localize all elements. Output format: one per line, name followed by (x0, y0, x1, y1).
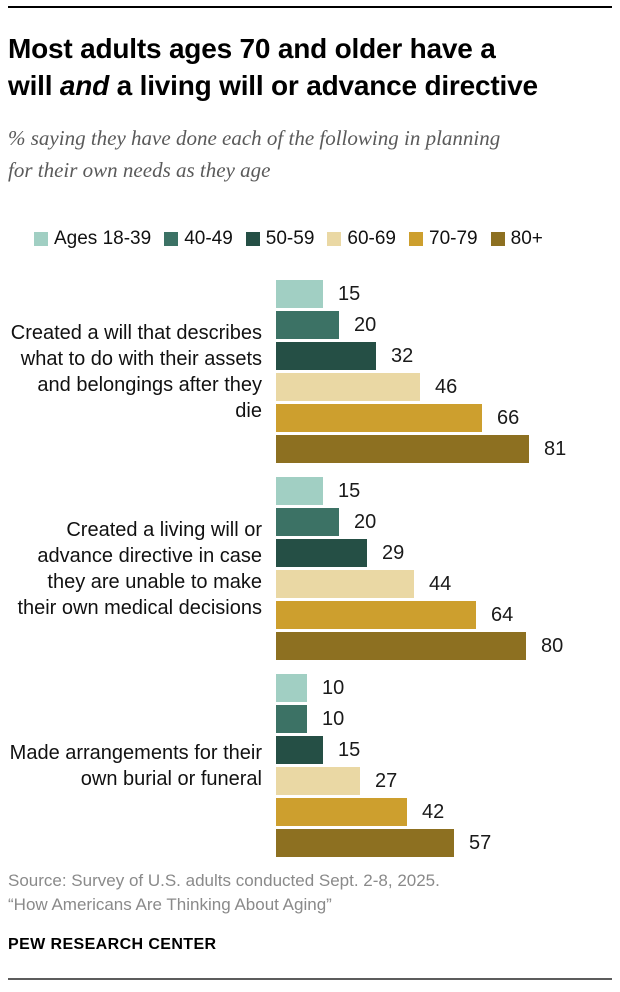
legend-label: 70-79 (429, 228, 478, 249)
bar (276, 736, 323, 764)
bar (276, 570, 414, 598)
legend-item: Ages 18-39 (34, 228, 151, 250)
bar (276, 435, 529, 463)
legend-label: 80+ (510, 228, 543, 249)
legend-label: Ages 18-39 (54, 228, 152, 249)
title-line2-italic: and (59, 70, 110, 101)
bar (276, 373, 420, 401)
bar-value-label: 10 (322, 707, 345, 730)
bar-value-label: 29 (382, 541, 405, 564)
source-line2: “How Americans Are Thinking About Aging” (8, 895, 332, 914)
bar-stack: 15 20 29 44 64 80 (276, 477, 612, 660)
chart: Created a will that describes what to do… (8, 280, 612, 857)
chart-subtitle: % saying they have done each of the foll… (8, 126, 501, 182)
bar-row: 15 (276, 280, 612, 308)
bar (276, 601, 476, 629)
bar-value-label: 15 (338, 282, 361, 305)
bar (276, 508, 339, 536)
legend-item: 60-69 (327, 228, 396, 250)
bar (276, 342, 376, 370)
legend-swatch-icon (490, 232, 505, 246)
bar-row: 46 (276, 373, 612, 401)
bar (276, 539, 367, 567)
legend-swatch-icon (327, 232, 342, 246)
legend-label: 50-59 (265, 228, 315, 249)
footer: Source: Survey of U.S. adults conducted … (8, 869, 612, 954)
legend-label: 60-69 (347, 228, 397, 249)
bar-group: Created a will that describes what to do… (8, 280, 612, 463)
legend-swatch-icon (409, 232, 424, 246)
bar-value-label: 64 (491, 603, 514, 626)
bar (276, 829, 454, 857)
bar-value-label: 46 (435, 375, 458, 398)
legend: Ages 18-39 40-49 50-59 60-69 70-79 80+ (34, 228, 612, 250)
legend-label: 40-49 (184, 228, 233, 249)
bar-value-label: 81 (544, 437, 567, 460)
title-line2-post: a living will or advance directive (109, 70, 538, 101)
bar (276, 477, 323, 505)
bar (276, 674, 307, 702)
legend-item: 70-79 (409, 228, 478, 250)
bar-group: Created a living will or advance directi… (8, 477, 612, 660)
bar-row: 32 (276, 342, 612, 370)
bar-stack: 10 10 15 27 42 57 (276, 674, 612, 857)
bar-value-label: 20 (354, 510, 377, 533)
bar-row: 81 (276, 435, 612, 463)
bar-row: 15 (276, 477, 612, 505)
bar-value-label: 15 (338, 479, 361, 502)
bar-value-label: 15 (338, 738, 361, 761)
bar-value-label: 66 (497, 406, 520, 429)
bar (276, 280, 323, 308)
bar-value-label: 20 (354, 313, 377, 336)
bar-value-label: 32 (391, 344, 414, 367)
bar-row: 10 (276, 674, 612, 702)
source-line1: Source: Survey of U.S. adults conducted … (8, 871, 440, 890)
bar-row: 15 (276, 736, 612, 764)
bar-row: 57 (276, 829, 612, 857)
legend-item: 40-49 (164, 228, 233, 250)
legend-item: 80+ (490, 228, 543, 250)
legend-swatch-icon (34, 232, 48, 246)
title-line1: Most adults ages 70 and older have a (8, 33, 496, 64)
bar (276, 311, 339, 339)
bar-row: 29 (276, 539, 612, 567)
bar-value-label: 42 (422, 800, 445, 823)
bar-value-label: 57 (469, 831, 492, 854)
chart-card: Most adults ages 70 and older have a wil… (8, 6, 612, 980)
bar-value-label: 27 (375, 769, 398, 792)
title-line2-pre: will (8, 70, 60, 101)
bar-row: 44 (276, 570, 612, 598)
chart-title: Most adults ages 70 and older have a wil… (8, 30, 612, 104)
bar (276, 705, 307, 733)
bar-row: 20 (276, 311, 612, 339)
bar-row: 64 (276, 601, 612, 629)
bar-row: 80 (276, 632, 612, 660)
legend-item: 50-59 (245, 228, 315, 250)
brand-wordmark: PEW RESEARCH CENTER (8, 936, 217, 953)
bar (276, 767, 360, 795)
bar-value-label: 10 (322, 676, 345, 699)
source-note: Source: Survey of U.S. adults conducted … (8, 869, 612, 917)
bar-row: 27 (276, 767, 612, 795)
bar-row: 10 (276, 705, 612, 733)
bar (276, 632, 526, 660)
bar-row: 66 (276, 404, 612, 432)
legend-swatch-icon (164, 232, 179, 246)
bar-group: Made arrangements for their own burial o… (8, 674, 612, 857)
bar-stack: 15 20 32 46 66 81 (276, 280, 612, 463)
bar (276, 798, 407, 826)
bar-row: 20 (276, 508, 612, 536)
legend-swatch-icon (245, 232, 260, 246)
bar-value-label: 80 (541, 634, 564, 657)
category-label: Made arrangements for their own burial o… (9, 741, 262, 790)
bar-row: 42 (276, 798, 612, 826)
bar-value-label: 44 (429, 572, 452, 595)
category-label: Created a will that describes what to do… (10, 321, 262, 422)
category-label: Created a living will or advance directi… (17, 518, 262, 619)
bar (276, 404, 482, 432)
